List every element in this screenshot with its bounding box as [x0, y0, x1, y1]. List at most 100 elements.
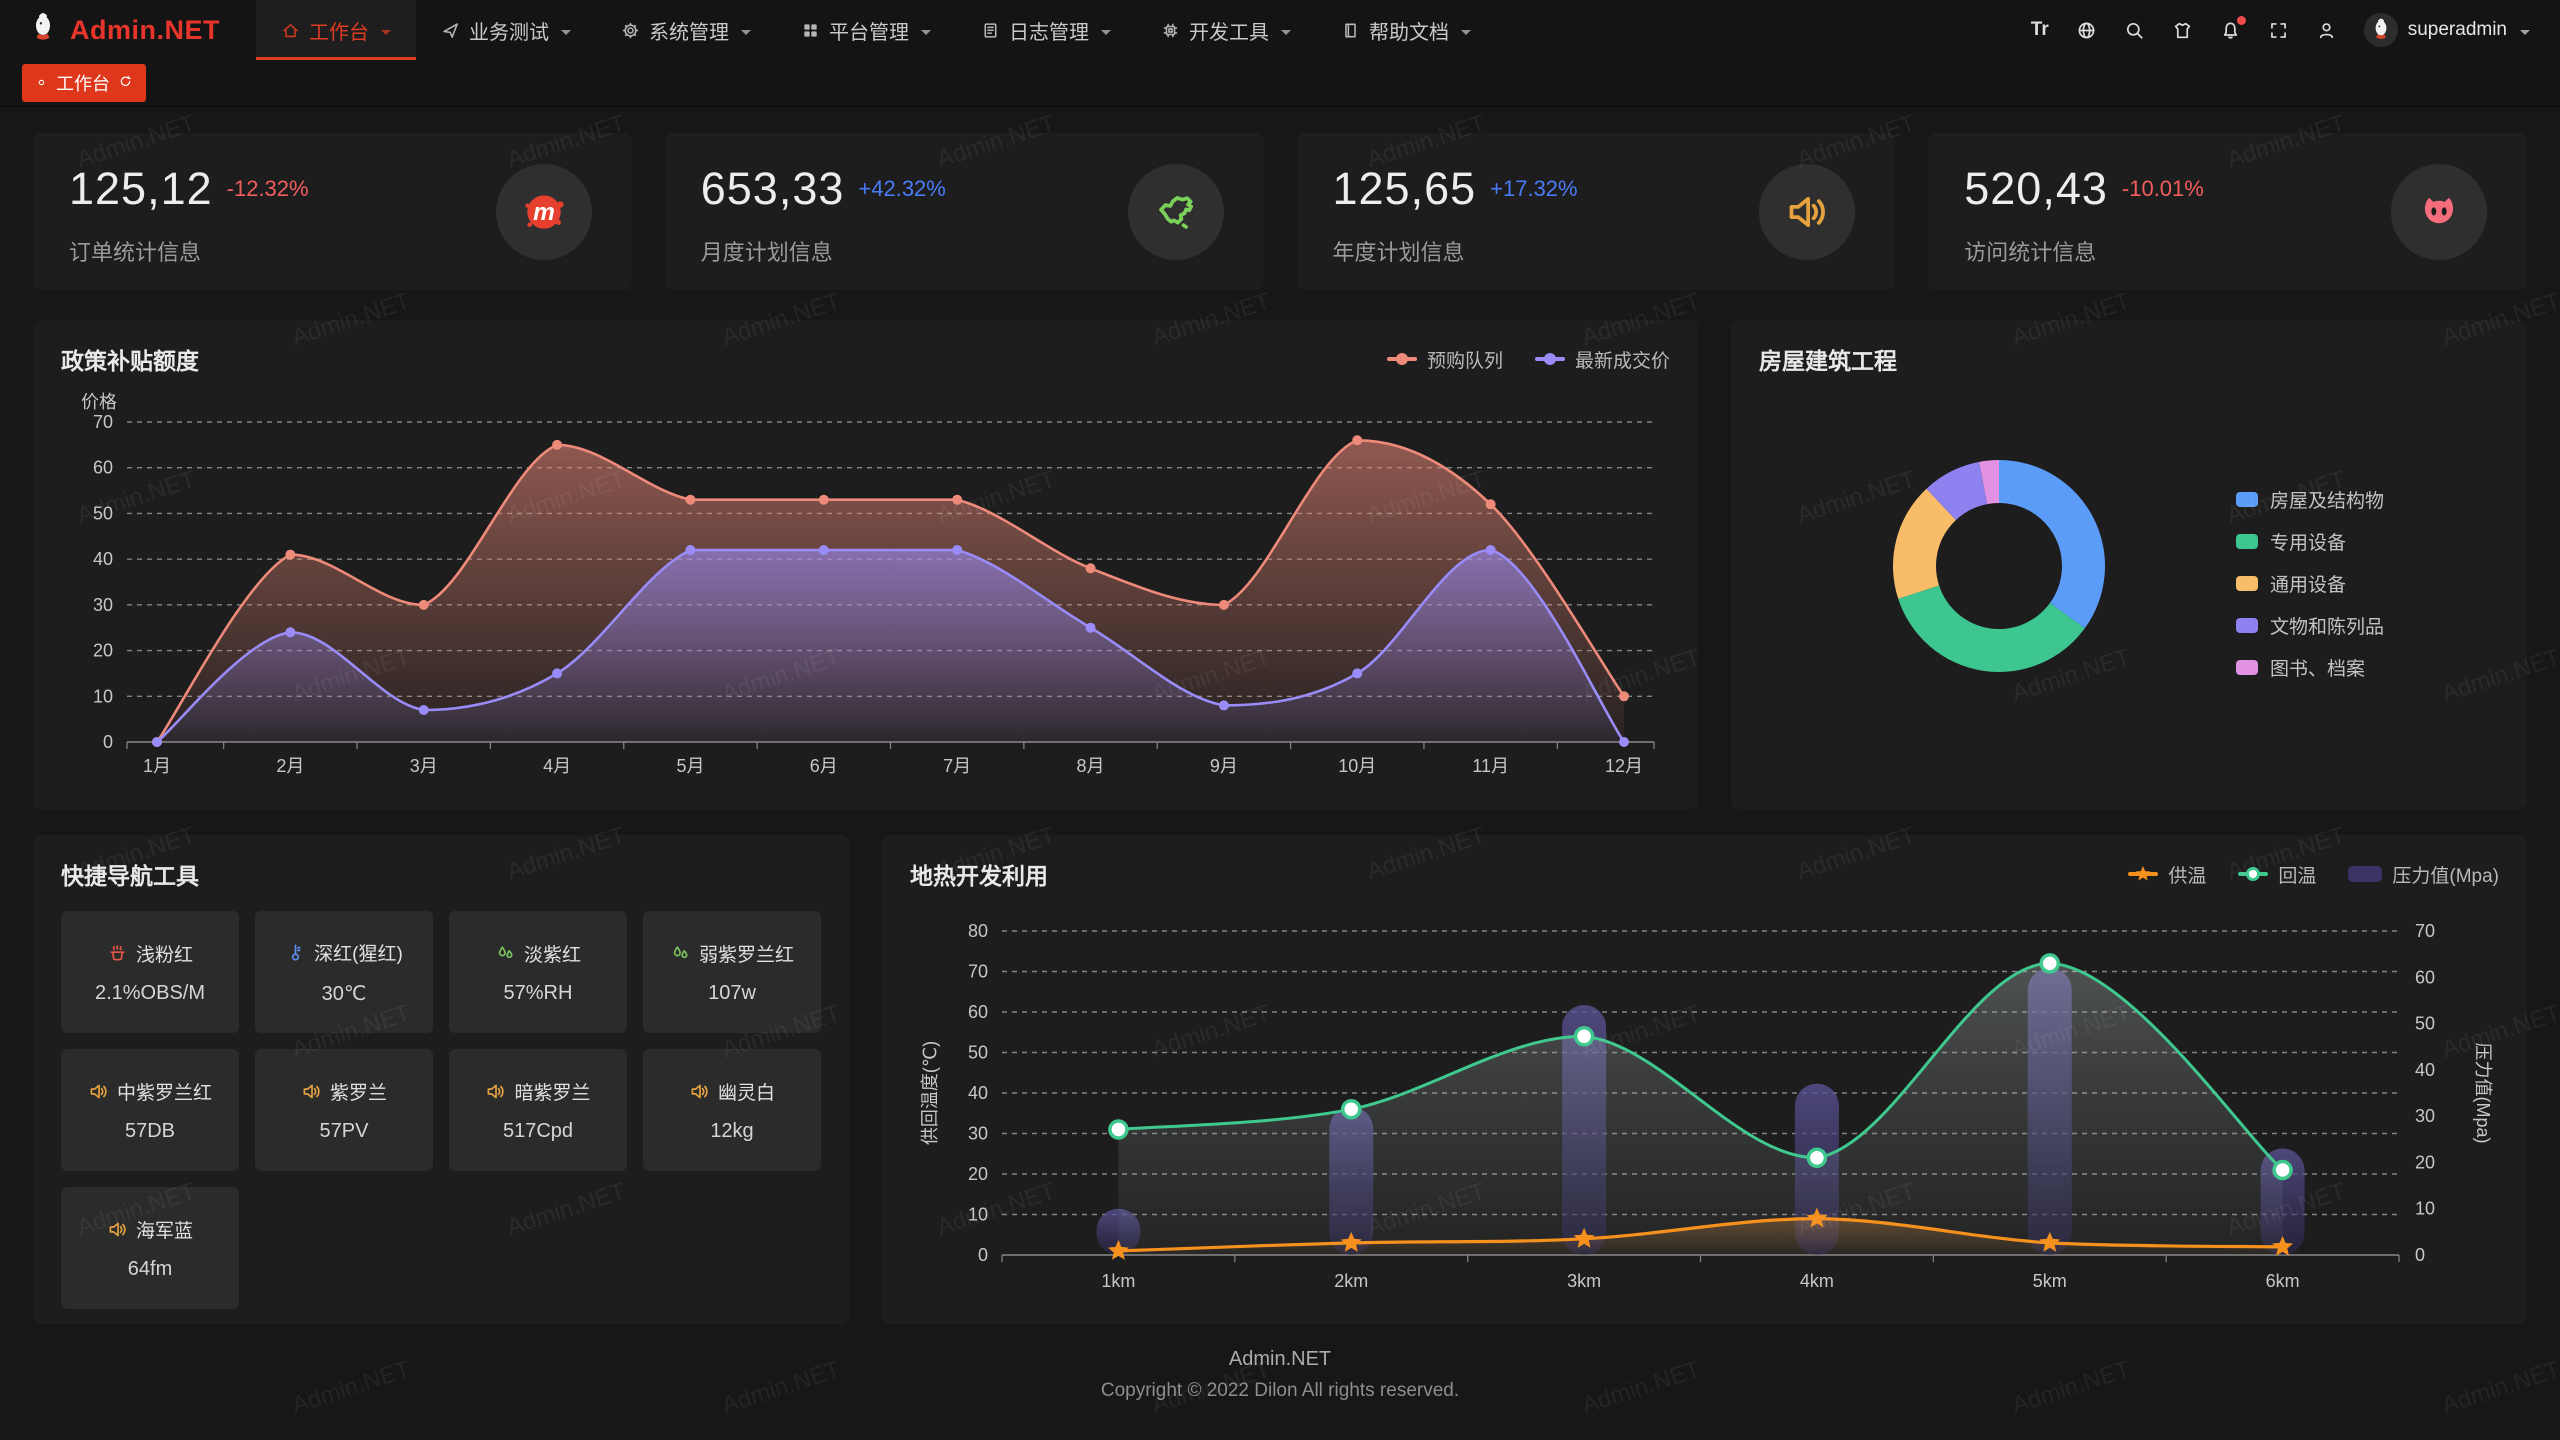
svg-text:9月: 9月 — [1210, 756, 1238, 776]
quick-nav-item-3[interactable]: 淡紫红 57%RH — [449, 911, 627, 1033]
footer-brand: Admin.NET — [1228, 1348, 1332, 1370]
donut-slice-1[interactable] — [1999, 460, 2106, 629]
refresh-icon[interactable] — [118, 73, 133, 94]
svg-text:20: 20 — [2415, 1152, 2435, 1172]
svg-text:40: 40 — [968, 1083, 988, 1103]
housing-panel-title: 房屋建筑工程 — [1759, 348, 1897, 374]
svg-text:价格: 价格 — [81, 392, 117, 412]
svg-text:1月: 1月 — [143, 756, 171, 776]
svg-text:0: 0 — [103, 732, 113, 752]
geothermal-legend: 供温 回温 压力值(Mpa) — [2128, 861, 2499, 888]
menu-item-4[interactable]: 平台管理 — [776, 0, 956, 60]
quick-nav-value: 12kg — [710, 1119, 754, 1142]
tab-workbench[interactable]: 工作台 — [22, 64, 146, 102]
quick-nav-name: 紫罗兰 — [329, 1082, 387, 1104]
svg-text:20: 20 — [968, 1164, 988, 1184]
speaker-icon — [689, 1081, 710, 1102]
theme-icon[interactable] — [2172, 20, 2193, 41]
menu-item-6[interactable]: 开发工具 — [1136, 0, 1316, 60]
quick-nav-item-8[interactable]: 幽灵白 12kg — [643, 1049, 821, 1171]
quick-nav-item-6[interactable]: 紫罗兰 57PV — [255, 1049, 433, 1171]
svg-text:10: 10 — [2415, 1199, 2435, 1219]
donut-legend-item-2[interactable]: 专用设备 — [2236, 528, 2384, 555]
legend-item-2[interactable]: 最新成交价 — [1534, 346, 1670, 373]
legend-bar-swatch — [2348, 866, 2383, 882]
legend-line-marker — [2128, 866, 2159, 881]
speaker-icon — [1784, 189, 1830, 235]
geothermal-chart: 0 10 20 30 40 50 60 70 80 0 10 20 30 40 50 60 70 供回温度(℃) 压… — [920, 921, 2493, 1291]
legend-swatch — [2236, 660, 2258, 675]
quick-nav-name: 海军蓝 — [135, 1220, 193, 1242]
quick-nav-panel: 快捷导航工具 浅粉红 2.1%OBS/M 深红(猩红) 30℃ 淡紫红 57%RH 弱紫罗兰… — [33, 835, 849, 1324]
user-menu[interactable]: superadmin — [2363, 13, 2530, 47]
stat-value: 653,33 — [700, 163, 845, 214]
svg-text:80: 80 — [968, 921, 988, 941]
legend-item-2[interactable]: 回温 — [2238, 861, 2316, 888]
policy-legend: 预购队列 最新成交价 — [1386, 346, 1670, 373]
donut-legend-item-3[interactable]: 通用设备 — [2236, 570, 2384, 597]
svg-text:10: 10 — [93, 686, 113, 706]
svg-text:0: 0 — [2415, 1245, 2425, 1265]
meetup-splat-icon: m — [521, 189, 567, 235]
stat-label: 月度计划信息 — [700, 240, 833, 265]
donut-slice-2[interactable] — [1898, 585, 2085, 673]
quick-nav-value: 107w — [708, 981, 756, 1004]
user-icon[interactable] — [2316, 20, 2337, 41]
search-icon[interactable] — [2124, 20, 2145, 41]
stat-delta: +42.32% — [858, 176, 946, 201]
donut-legend-item-5[interactable]: 图书、档案 — [2236, 654, 2384, 681]
legend-item-1[interactable]: 供温 — [2128, 861, 2206, 888]
menu-item-5[interactable]: 日志管理 — [956, 0, 1136, 60]
svg-text:30: 30 — [93, 595, 113, 615]
geothermal-panel: 地热开发利用 供温 回温 压力值(Mpa) 0 10 20 30 40 50 60 70 80 0 10… — [882, 835, 2527, 1324]
menu-item-label: 开发工具 — [1189, 21, 1269, 44]
svg-text:3km: 3km — [1567, 1271, 1601, 1291]
donut-legend-item-4[interactable]: 文物和陈列品 — [2236, 612, 2384, 639]
quick-nav-item-4[interactable]: 弱紫罗兰红 107w — [643, 911, 821, 1033]
quick-nav-item-1[interactable]: 浅粉红 2.1%OBS/M — [61, 911, 239, 1033]
menu-item-label: 日志管理 — [1009, 21, 1089, 44]
housing-donut-chart — [1893, 460, 2106, 673]
stat-card-2: 653,33 +42.32% 月度计划信息 — [664, 133, 1264, 290]
svg-text:70: 70 — [968, 962, 988, 982]
menu-item-3[interactable]: 系统管理 — [596, 0, 776, 60]
quick-nav-item-2[interactable]: 深红(猩红) 30℃ — [255, 911, 433, 1033]
menu-item-1[interactable]: 工作台 — [256, 0, 416, 60]
legend-item-3[interactable]: 压力值(Mpa) — [2348, 861, 2499, 888]
menu-item-7[interactable]: 帮助文档 — [1316, 0, 1496, 60]
user-name: superadmin — [2407, 19, 2507, 40]
stat-value: 125,12 — [69, 163, 213, 214]
chevron-down-icon — [921, 29, 931, 35]
donut-slice-5[interactable] — [1979, 460, 1999, 505]
svg-text:60: 60 — [968, 1002, 988, 1022]
quick-nav-item-7[interactable]: 暗紫罗兰 517Cpd — [449, 1049, 627, 1171]
svg-text:12月: 12月 — [1605, 756, 1643, 776]
chevron-down-icon — [2520, 29, 2530, 35]
quick-nav-item-5[interactable]: 中紫罗兰红 57DB — [61, 1049, 239, 1171]
legend-item-1[interactable]: 预购队列 — [1386, 346, 1503, 373]
donut-slice-3[interactable] — [1893, 488, 1956, 599]
font-size-icon[interactable]: Tr — [2031, 19, 2049, 41]
doc-icon — [1341, 21, 1360, 40]
fullscreen-icon[interactable] — [2268, 20, 2289, 41]
humidity-icon — [670, 943, 691, 964]
content: 125,12 -12.32% 订单统计信息 m 653,33 +42.32% 月度计划信息 1… — [0, 107, 2560, 1402]
quick-nav-item-9[interactable]: 海军蓝 64fm — [61, 1187, 239, 1309]
legend-label: 回温 — [2278, 865, 2317, 887]
legend-label: 文物和陈列品 — [2270, 617, 2385, 638]
logo: Admin.NET — [0, 0, 256, 60]
stat-label: 访问统计信息 — [1964, 240, 2097, 265]
donut-legend-item-1[interactable]: 房屋及结构物 — [2236, 486, 2384, 513]
stat-card-1: 125,12 -12.32% 订单统计信息 m — [33, 133, 632, 290]
legend-swatch — [2236, 618, 2258, 633]
menu-item-2[interactable]: 业务测试 — [416, 0, 596, 60]
svg-text:50: 50 — [93, 503, 113, 523]
quick-nav-name: 浅粉红 — [135, 944, 193, 966]
notification-bell-icon[interactable] — [2220, 15, 2246, 41]
svg-text:3月: 3月 — [410, 756, 438, 776]
language-icon[interactable] — [2076, 20, 2097, 41]
footer: Admin.NET Copyright © 2022 Dilon All rig… — [33, 1348, 2527, 1402]
notification-badge — [2236, 15, 2246, 25]
svg-text:1km: 1km — [1101, 1271, 1135, 1291]
donut-slice-4[interactable] — [1926, 461, 1988, 521]
